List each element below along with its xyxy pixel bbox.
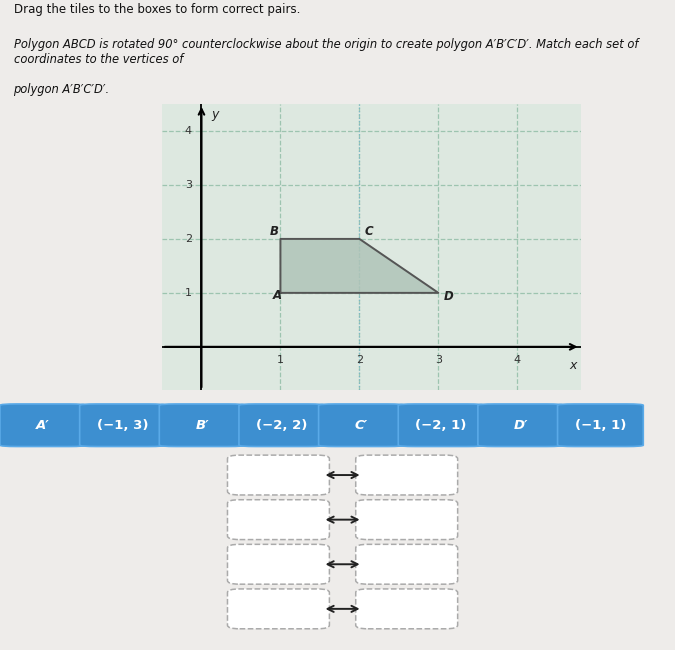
Text: (−2, 1): (−2, 1) [415,419,467,432]
Text: (−1, 3): (−1, 3) [97,419,148,432]
Text: 4: 4 [514,355,521,365]
Text: 1: 1 [185,288,192,298]
Text: D′: D′ [514,419,528,432]
Text: C′: C′ [355,419,368,432]
Text: x: x [569,359,576,372]
Text: Drag the tiles to the boxes to form correct pairs.: Drag the tiles to the boxes to form corr… [14,3,300,16]
FancyBboxPatch shape [227,455,329,495]
Text: 3: 3 [185,180,192,190]
Text: B′: B′ [195,419,209,432]
FancyBboxPatch shape [80,404,165,447]
Text: A: A [273,289,281,302]
Text: 4: 4 [185,126,192,136]
FancyBboxPatch shape [356,589,458,629]
FancyBboxPatch shape [227,500,329,540]
FancyBboxPatch shape [319,404,404,447]
Text: (−2, 2): (−2, 2) [256,419,308,432]
Polygon shape [280,239,438,293]
FancyBboxPatch shape [239,404,325,447]
FancyBboxPatch shape [227,544,329,584]
FancyBboxPatch shape [356,455,458,495]
FancyBboxPatch shape [356,500,458,540]
FancyBboxPatch shape [356,544,458,584]
FancyBboxPatch shape [227,589,329,629]
Text: (−1, 1): (−1, 1) [574,419,626,432]
Text: 2: 2 [356,355,363,365]
FancyBboxPatch shape [398,404,484,447]
Text: D: D [444,290,454,303]
FancyBboxPatch shape [159,404,245,447]
FancyBboxPatch shape [478,404,564,447]
Text: 1: 1 [277,355,284,365]
Text: B: B [269,225,278,238]
Text: polygon A′B′C′D′.: polygon A′B′C′D′. [14,83,109,96]
Text: 2: 2 [185,234,192,244]
Text: A′: A′ [36,419,50,432]
Text: 3: 3 [435,355,442,365]
Text: y: y [211,109,218,122]
Text: C: C [364,225,373,238]
Text: Polygon ABCD is rotated 90° counterclockwise about the origin to create polygon : Polygon ABCD is rotated 90° counterclock… [14,38,638,66]
FancyBboxPatch shape [0,404,86,447]
FancyBboxPatch shape [558,404,643,447]
